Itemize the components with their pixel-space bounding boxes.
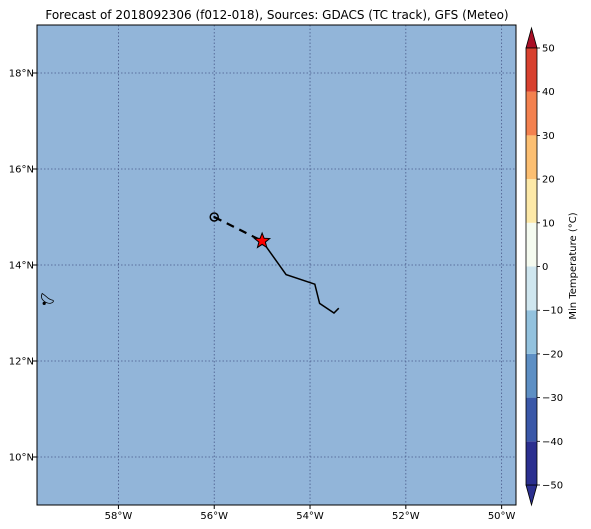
colorbar-band (526, 48, 537, 92)
island-coastline (40, 292, 54, 304)
lon-tick-label: 56°W (200, 511, 228, 522)
current-position-star-icon (253, 231, 272, 249)
colorbar-max-extension (525, 26, 538, 49)
past-position-marker (209, 212, 219, 222)
colorbar-min-extension (525, 484, 538, 507)
colorbar-tick-label: 20 (542, 175, 555, 186)
colorbar-band (526, 441, 537, 485)
island-dot (42, 301, 46, 305)
colorbar-tick-label: 0 (542, 262, 548, 273)
colorbar-tick-label: −10 (542, 306, 563, 317)
storm-track (209, 212, 340, 314)
lon-tick-label: 52°W (392, 511, 420, 522)
colorbar-band (526, 266, 537, 311)
colorbar-tick-label: 30 (542, 131, 555, 142)
colorbar-band (526, 310, 537, 354)
lat-tick-label: 12°N (9, 357, 34, 368)
past-position-dot (213, 216, 216, 218)
colorbar-tick-label: 50 (542, 44, 555, 55)
colorbar-tick-label: −20 (542, 349, 563, 360)
colorbar-band (526, 179, 537, 223)
colorbar-tick-label: −40 (542, 437, 563, 448)
lat-tick-label: 18°N (9, 69, 34, 80)
colorbar-tick-label: −30 (542, 393, 563, 404)
longitude-axis: 58°W 56°W 54°W 52°W 50°W (105, 505, 516, 522)
colorbar-band (526, 353, 537, 398)
colorbar: 50 40 30 20 10 0 −10 −20 −30 −40 −50 (525, 26, 563, 507)
graticule (37, 25, 516, 505)
colorbar-band (526, 135, 537, 180)
colorbar-band (526, 222, 537, 267)
colorbar-tick-label: 10 (542, 218, 555, 229)
colorbar-tick-label: 40 (542, 87, 555, 98)
lat-tick-label: 10°N (9, 453, 34, 464)
island-outline-icon (40, 292, 54, 305)
colorbar-band (526, 91, 537, 136)
colorbar-tick-label: −50 (542, 481, 563, 492)
colorbar-band (526, 397, 537, 442)
past-track-line (213, 216, 263, 242)
lon-tick-label: 58°W (105, 511, 133, 522)
map-title: Forecast of 2018092306 (f012-018), Sourc… (45, 8, 508, 22)
lon-tick-label: 50°W (488, 511, 516, 522)
lat-tick-label: 14°N (9, 261, 34, 272)
forecast-track-line (261, 240, 340, 314)
latitude-axis: 18°N 16°N 14°N 12°N 10°N (9, 69, 37, 464)
lon-tick-label: 54°W (296, 511, 324, 522)
colorbar-label: Min Temperature (°C) (568, 212, 579, 319)
lat-tick-label: 16°N (9, 165, 34, 176)
